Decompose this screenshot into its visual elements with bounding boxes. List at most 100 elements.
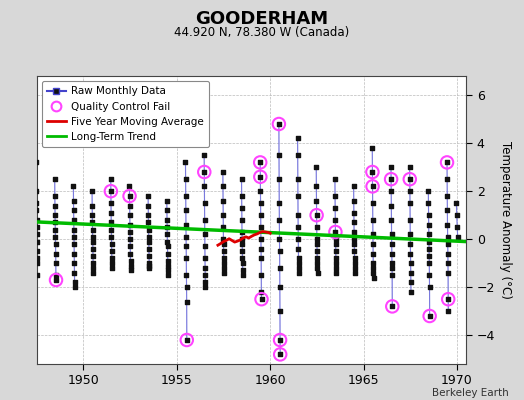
Point [220,255,228,262]
Point [107,200,115,206]
Point [388,303,397,310]
Point [182,243,190,250]
Point [276,265,284,271]
Point [425,284,434,290]
Point [425,238,433,245]
Point [219,169,227,175]
Point [350,248,358,254]
Point [312,198,321,204]
Point [369,231,377,238]
Point [238,241,246,247]
Point [238,229,246,235]
Point [201,255,209,262]
Point [70,207,78,214]
Point [107,241,116,247]
Point [425,253,433,259]
Point [453,212,461,218]
Point [368,169,377,175]
Point [332,255,340,262]
Point [368,200,377,206]
Point [163,250,172,257]
Point [32,207,40,214]
Point [256,174,265,180]
Point [443,207,452,214]
Point [351,260,359,266]
Point [350,198,358,204]
Point [276,351,285,358]
Point [89,253,97,259]
Point [145,238,153,245]
Point [406,200,414,206]
Text: GOODERHAM: GOODERHAM [195,10,329,28]
Point [276,337,284,343]
Point [201,231,209,238]
Point [32,217,41,223]
Point [256,188,265,194]
Point [237,205,246,211]
Point [257,246,265,252]
Point [276,337,284,343]
Point [350,219,358,226]
Point [51,226,60,233]
Point [181,159,190,166]
Point [369,241,377,247]
Point [126,262,135,269]
Point [453,224,462,230]
Point [107,248,116,254]
Point [70,234,78,240]
Point [145,234,153,240]
Point [293,135,302,142]
Point [33,248,41,254]
Point [182,284,191,290]
Point [424,212,433,218]
Point [406,188,414,194]
Point [238,217,246,223]
Point [163,262,172,269]
Point [89,238,97,245]
Point [89,246,97,252]
Point [387,188,396,194]
Point [388,303,397,310]
Point [52,277,60,283]
Point [257,272,266,278]
Point [294,193,302,199]
Point [368,217,377,223]
Point [407,289,415,295]
Point [331,229,340,235]
Point [106,176,115,182]
Point [70,279,79,286]
Point [182,222,190,228]
Point [332,270,341,276]
Point [107,188,115,194]
Point [144,212,152,218]
Point [331,236,340,242]
Point [331,205,340,211]
Point [425,272,433,278]
Point [425,313,434,319]
Point [32,224,41,230]
Legend: Raw Monthly Data, Quality Control Fail, Five Year Moving Average, Long-Term Tren: Raw Monthly Data, Quality Control Fail, … [42,81,209,147]
Point [256,200,265,206]
Point [182,298,191,305]
Point [275,152,283,158]
Point [387,176,395,182]
Point [70,270,79,276]
Point [127,267,135,274]
Point [201,284,210,290]
Point [313,255,321,262]
Point [32,188,40,194]
Point [351,270,359,276]
Point [444,308,453,314]
Point [182,207,190,214]
Point [369,250,377,257]
Point [331,193,339,199]
Point [444,296,452,302]
Point [257,296,266,302]
Point [182,337,191,343]
Point [163,217,171,223]
Point [369,265,378,271]
Point [182,234,190,240]
Point [219,198,227,204]
Point [369,274,378,281]
Point [219,224,227,230]
